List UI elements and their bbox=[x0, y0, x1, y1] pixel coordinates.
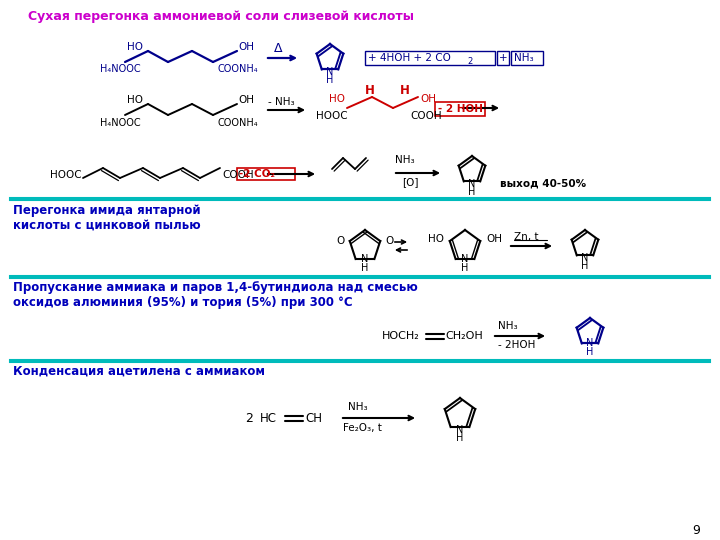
Bar bbox=[435, 102, 485, 116]
Text: H: H bbox=[361, 263, 369, 273]
Text: H: H bbox=[462, 263, 469, 273]
Text: H: H bbox=[468, 187, 476, 197]
Text: H: H bbox=[586, 347, 594, 357]
Text: - NH₃: - NH₃ bbox=[268, 97, 294, 107]
Text: HOOC: HOOC bbox=[50, 170, 81, 180]
Text: CH: CH bbox=[305, 411, 322, 424]
Text: 2: 2 bbox=[467, 57, 472, 66]
Text: CH₂OH: CH₂OH bbox=[445, 331, 482, 341]
Text: OH: OH bbox=[238, 95, 254, 105]
Text: + 4HOH + 2 CO: + 4HOH + 2 CO bbox=[368, 53, 451, 63]
Text: OH: OH bbox=[486, 234, 503, 244]
Text: выход 40-50%: выход 40-50% bbox=[500, 178, 586, 188]
Text: HO: HO bbox=[127, 42, 143, 52]
Text: COOH: COOH bbox=[410, 111, 441, 121]
Text: [O]: [O] bbox=[402, 177, 418, 187]
Text: N: N bbox=[581, 253, 589, 263]
Bar bbox=[511, 51, 543, 65]
Text: N: N bbox=[468, 179, 476, 189]
Text: NH₃: NH₃ bbox=[514, 53, 534, 63]
Bar bbox=[365, 51, 495, 65]
Text: H: H bbox=[456, 433, 464, 443]
Text: COONH₄: COONH₄ bbox=[217, 64, 258, 74]
Bar bbox=[237, 168, 295, 180]
Text: HOCH₂: HOCH₂ bbox=[382, 331, 420, 341]
Text: N: N bbox=[326, 67, 333, 77]
Text: N: N bbox=[456, 425, 464, 435]
Text: Сухая перегонка аммониевой соли слизевой кислоты: Сухая перегонка аммониевой соли слизевой… bbox=[28, 10, 414, 23]
Text: Перегонка имида янтарной
кислоты с цинковой пылью: Перегонка имида янтарной кислоты с цинко… bbox=[13, 204, 201, 232]
Text: HO: HO bbox=[127, 95, 143, 105]
Text: N: N bbox=[361, 254, 369, 264]
Text: H: H bbox=[326, 75, 333, 85]
Text: HO: HO bbox=[329, 94, 345, 104]
Text: H: H bbox=[400, 84, 410, 97]
Text: O: O bbox=[385, 236, 393, 246]
Text: Конденсация ацетилена с аммиаком: Конденсация ацетилена с аммиаком bbox=[13, 365, 265, 378]
Text: COONH₄: COONH₄ bbox=[217, 118, 258, 128]
Text: H₄NOOC: H₄NOOC bbox=[100, 64, 140, 74]
Text: O: O bbox=[337, 236, 345, 246]
Text: N: N bbox=[586, 339, 594, 348]
Text: H₄NOOC: H₄NOOC bbox=[100, 118, 140, 128]
Bar bbox=[497, 51, 509, 65]
Text: NH₃: NH₃ bbox=[498, 321, 518, 331]
Text: 2: 2 bbox=[245, 411, 253, 424]
Text: H: H bbox=[365, 84, 375, 97]
Text: - 2HOH: - 2HOH bbox=[498, 340, 536, 350]
Text: HOOC: HOOC bbox=[316, 111, 348, 121]
Text: OH: OH bbox=[420, 94, 436, 104]
Text: -2 CO₂: -2 CO₂ bbox=[239, 169, 275, 179]
Text: HC: HC bbox=[260, 411, 277, 424]
Text: Пропускание аммиака и паров 1,4-бутиндиола над смесью
оксидов алюминия (95%) и т: Пропускание аммиака и паров 1,4-бутиндио… bbox=[13, 281, 418, 309]
Text: +: + bbox=[499, 53, 508, 63]
Text: 9: 9 bbox=[692, 523, 700, 537]
Text: Zn, t: Zn, t bbox=[514, 232, 539, 242]
Text: - 2 HOH: - 2 HOH bbox=[438, 104, 483, 114]
Text: Δ: Δ bbox=[274, 43, 282, 56]
Text: OH: OH bbox=[238, 42, 254, 52]
Text: HO: HO bbox=[428, 234, 444, 244]
Text: NH₃: NH₃ bbox=[395, 155, 415, 165]
Text: NH₃: NH₃ bbox=[348, 402, 368, 412]
Text: H: H bbox=[581, 261, 589, 271]
Text: N: N bbox=[462, 254, 469, 264]
Text: Fe₂O₃, t: Fe₂O₃, t bbox=[343, 423, 382, 433]
Text: COOH: COOH bbox=[222, 170, 253, 180]
